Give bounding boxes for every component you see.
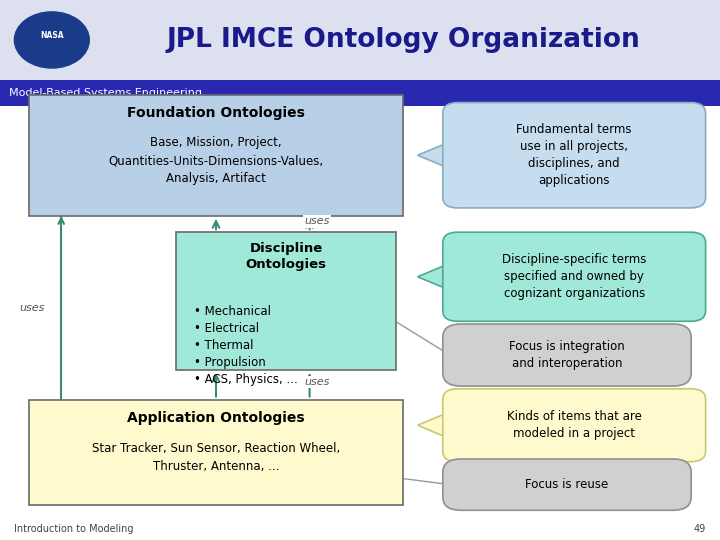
- Text: Fundamental terms
use in all projects,
disciplines, and
applications: Fundamental terms use in all projects, d…: [516, 123, 632, 187]
- Text: Base, Mission, Project,
Quantities-Units-Dimensions-Values,
Analysis, Artifact: Base, Mission, Project, Quantities-Units…: [109, 136, 323, 185]
- FancyBboxPatch shape: [176, 232, 396, 370]
- FancyBboxPatch shape: [443, 459, 691, 510]
- Text: Model-Based Systems Engineering: Model-Based Systems Engineering: [9, 88, 202, 98]
- Text: Star Tracker, Sun Sensor, Reaction Wheel,
Thruster, Antenna, ...: Star Tracker, Sun Sensor, Reaction Wheel…: [92, 442, 340, 473]
- Text: NASA: NASA: [40, 31, 63, 40]
- FancyBboxPatch shape: [29, 400, 403, 505]
- FancyBboxPatch shape: [443, 389, 706, 462]
- Text: JPL IMCE Ontology Organization: JPL IMCE Ontology Organization: [166, 27, 640, 53]
- Text: uses: uses: [304, 217, 330, 226]
- FancyBboxPatch shape: [29, 94, 403, 216]
- Text: • Mechanical
• Electrical
• Thermal
• Propulsion
• ACS, Physics, ...: • Mechanical • Electrical • Thermal • Pr…: [194, 305, 298, 386]
- Text: Introduction to Modeling: Introduction to Modeling: [14, 523, 134, 534]
- Text: uses: uses: [19, 303, 45, 313]
- Circle shape: [14, 12, 89, 68]
- Polygon shape: [418, 263, 450, 291]
- Text: Discipline-specific terms
specified and owned by
cognizant organizations: Discipline-specific terms specified and …: [502, 253, 647, 300]
- FancyBboxPatch shape: [443, 324, 691, 386]
- Bar: [0, 0, 720, 80]
- Text: Foundation Ontologies: Foundation Ontologies: [127, 106, 305, 120]
- Polygon shape: [418, 141, 450, 168]
- FancyBboxPatch shape: [443, 103, 706, 208]
- Polygon shape: [418, 411, 450, 438]
- Text: uses: uses: [304, 377, 330, 387]
- Text: Focus is reuse: Focus is reuse: [526, 478, 608, 491]
- Text: Application Ontologies: Application Ontologies: [127, 411, 305, 426]
- Text: Focus is integration
and interoperation: Focus is integration and interoperation: [509, 340, 625, 370]
- FancyBboxPatch shape: [443, 232, 706, 321]
- Text: 49: 49: [693, 523, 706, 534]
- Text: Kinds of items that are
modeled in a project: Kinds of items that are modeled in a pro…: [507, 410, 642, 440]
- Bar: [0, 80, 720, 106]
- Text: Discipline
Ontologies: Discipline Ontologies: [246, 242, 327, 271]
